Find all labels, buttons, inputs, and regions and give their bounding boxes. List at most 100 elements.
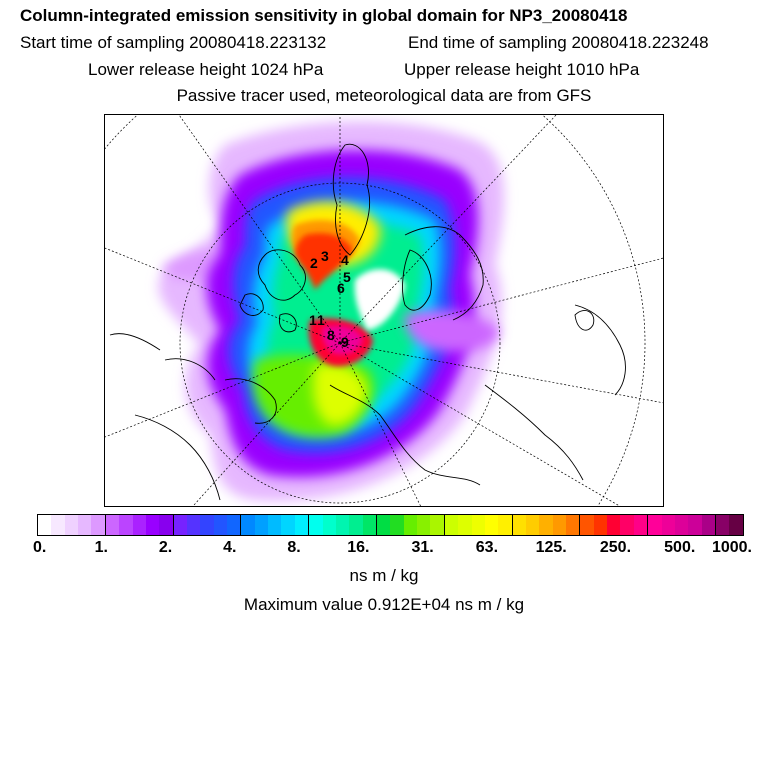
colorbar-segment	[661, 515, 675, 535]
colorbar-segment	[119, 515, 133, 535]
coastlines	[109, 143, 626, 501]
colorbar-segment	[471, 515, 485, 535]
colorbar-tick-label: 31.	[411, 539, 434, 556]
colorbar-segment	[281, 515, 295, 535]
colorbar-segment	[64, 515, 79, 535]
colorbar-segment	[254, 515, 269, 535]
colorbar-segment	[51, 515, 65, 535]
colorbar-tick-label: 500.	[664, 539, 696, 556]
colorbar-segment	[349, 515, 363, 535]
colorbar-segment	[241, 515, 255, 535]
release-label-3: 3	[321, 248, 329, 264]
units-label: ns m / kg	[349, 566, 419, 585]
colorbar-segment	[525, 515, 540, 535]
colorbar-segment	[200, 515, 214, 535]
colorbar-segment	[417, 515, 431, 535]
colorbar-segment	[213, 515, 228, 535]
graticule	[105, 115, 663, 506]
colorbar-segment	[458, 515, 472, 535]
colorbar-segment	[552, 515, 567, 535]
colorbar-segment	[227, 515, 242, 535]
colorbar-segment	[674, 515, 689, 535]
latitude-circle-mid	[105, 115, 646, 506]
colorbar-segment	[78, 515, 92, 535]
coastline-siberia	[329, 384, 481, 486]
colorbar-segment	[268, 515, 282, 535]
tracer-note: Passive tracer used, meteorological data…	[176, 86, 592, 105]
coastline-north-america	[134, 414, 221, 501]
colorbar-segment	[403, 515, 418, 535]
colorbar-segment	[512, 515, 526, 535]
colorbar-segment	[376, 515, 391, 535]
colorbar-segment	[430, 515, 445, 535]
colorbar-segment	[484, 515, 499, 535]
colorbar-segment	[145, 515, 160, 535]
end-time-label: End time of sampling 20080418.223248	[408, 33, 709, 52]
coastline-asia-east	[484, 384, 584, 481]
colorbar-segment	[633, 515, 649, 535]
coastline-japan	[574, 310, 595, 331]
coastline-canadian-islands	[239, 293, 297, 333]
colorbar-tick-label: 250.	[599, 539, 632, 556]
colorbar	[37, 514, 744, 536]
release-point-labels: 2 3 4 5 6 1 1 8 9	[309, 248, 351, 350]
release-label-2: 2	[310, 255, 318, 271]
colorbar-segment	[648, 515, 662, 535]
colorbar-segment	[105, 515, 120, 535]
coastline-europe	[404, 226, 484, 321]
meridian-line	[339, 342, 663, 404]
coastline-alaska	[109, 333, 216, 381]
field-layer-lime	[313, 363, 367, 426]
meridian-line	[339, 342, 621, 506]
field-layer-red-upper	[295, 233, 353, 290]
colorbar-segment	[309, 515, 323, 535]
meridian-line	[105, 247, 341, 344]
meridian-line	[105, 342, 341, 438]
colorbar-tick-label: 63.	[475, 539, 499, 556]
field-layer-magenta-core	[322, 325, 363, 355]
field-layer-white-gap	[354, 269, 405, 330]
colorbar-segment	[91, 515, 106, 535]
colorbar-segment	[688, 515, 702, 535]
colorbar-segment	[701, 515, 716, 535]
colorbar-tick-label: 0.	[32, 539, 47, 556]
colorbar-segment	[729, 515, 743, 535]
release-label-9: 9	[341, 334, 349, 350]
coastline-scandinavia	[402, 249, 432, 311]
release-label-4: 4	[341, 252, 349, 268]
plot-title: Column-integrated emission sensitivity i…	[20, 6, 628, 25]
colorbar-segment	[335, 515, 350, 535]
meridian-line	[178, 115, 341, 344]
lower-height-label: Lower release height 1024 hPa	[88, 60, 324, 79]
colorbar-segment	[186, 515, 201, 535]
colorbar-segment	[498, 515, 513, 535]
colorbar-segment	[593, 515, 608, 535]
colorbar-tick-label: 1000.	[711, 539, 753, 556]
colorbar-segment	[132, 515, 146, 535]
colorbar-segment	[580, 515, 594, 535]
start-time-label: Start time of sampling 20080418.223132	[20, 33, 327, 52]
map-canvas: 2 3 4 5 6 1 1 8 9	[105, 115, 663, 506]
release-label-1a: 1	[309, 312, 317, 328]
colorbar-tick-label: 2.	[158, 539, 173, 556]
colorbar-segment	[607, 515, 621, 535]
colorbar-segment	[539, 515, 553, 535]
colorbar-segment	[294, 515, 310, 535]
colorbar-segment	[715, 515, 730, 535]
maximum-value-label: Maximum value 0.912E+04 ns m / kg	[243, 595, 525, 614]
sensitivity-map: 2 3 4 5 6 1 1 8 9	[104, 114, 664, 507]
colorbar-segment	[38, 515, 52, 535]
meridian-line	[339, 115, 557, 344]
release-label-1b: 1	[317, 312, 325, 328]
field-layer-eastern-purple	[404, 310, 500, 352]
meridian-line	[339, 257, 663, 344]
release-label-6: 6	[337, 280, 345, 296]
colorbar-tick-label: 16.	[347, 539, 370, 556]
colorbar-segment	[566, 515, 581, 535]
colorbar-segment	[173, 515, 187, 535]
meridian-line	[192, 342, 341, 506]
colorbar-segment	[620, 515, 634, 535]
coastline-far-east	[574, 304, 626, 396]
colorbar-tick-label: 8.	[287, 539, 301, 556]
colorbar-tick-label: 1.	[94, 539, 108, 556]
